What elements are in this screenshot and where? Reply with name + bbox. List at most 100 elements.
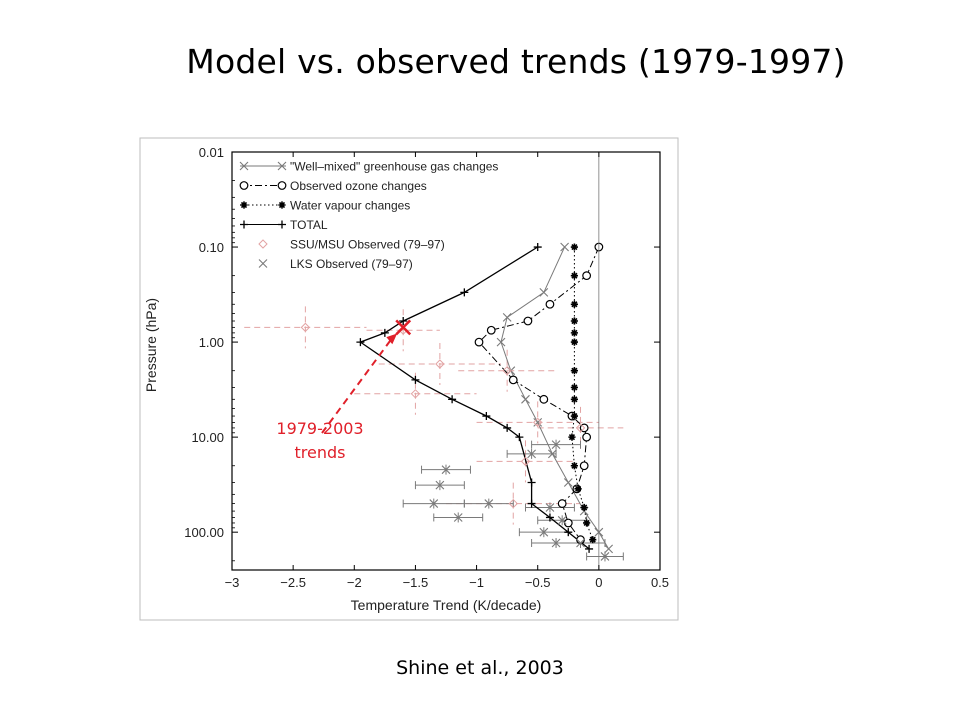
legend-marker-glyph xyxy=(278,201,286,209)
series-4-point-glyph xyxy=(410,389,421,399)
legend-label: Observed ozone changes xyxy=(290,179,427,193)
series-5-point-glyph xyxy=(539,527,549,537)
series-4-point-glyph xyxy=(300,322,311,333)
series-3-point-glyph xyxy=(503,423,512,432)
series-2-point xyxy=(568,433,576,441)
series-1-point xyxy=(539,394,549,404)
series-layer xyxy=(244,246,624,562)
series-2-point xyxy=(570,317,578,325)
series-2-point xyxy=(570,338,578,346)
series-3-point-glyph xyxy=(527,478,536,487)
legend-marker xyxy=(240,201,248,209)
series-0-point-glyph xyxy=(521,394,530,404)
series-5-point-glyph xyxy=(435,480,445,490)
series-1-point xyxy=(486,325,496,335)
series-5-point xyxy=(527,449,536,459)
series-4-point-glyph xyxy=(502,365,512,376)
series-4-point xyxy=(520,456,531,467)
series-2-point xyxy=(570,272,578,280)
x-tick-label: 0 xyxy=(595,575,602,590)
series-5-point xyxy=(441,465,451,475)
series-5-point-glyph xyxy=(484,499,494,508)
series-3-point xyxy=(482,412,491,421)
series-2-point-glyph xyxy=(570,462,578,470)
legend: "Well–mixed" greenhouse gas changes Obser… xyxy=(239,160,498,271)
series-line-1 xyxy=(478,246,600,540)
series-5-point-glyph xyxy=(551,440,561,450)
series-0-point-glyph xyxy=(502,313,512,322)
series-0-point xyxy=(548,449,557,459)
legend-entry: Observed ozone changes xyxy=(239,179,427,193)
series-3-point xyxy=(356,338,365,347)
series-2-point-glyph xyxy=(574,485,582,493)
series-3-point-glyph xyxy=(380,328,389,337)
series-0-point xyxy=(521,394,530,404)
series-2-point-glyph xyxy=(583,519,591,527)
series-0-point xyxy=(539,288,549,297)
legend-marker xyxy=(277,181,287,190)
annotation-arrowhead xyxy=(386,333,398,345)
series-0-point xyxy=(533,418,543,427)
series-3-point xyxy=(411,375,420,384)
x-tick-label: −2.5 xyxy=(280,575,306,590)
series-1-point-glyph xyxy=(539,394,549,404)
legend-entry: Water vapour changes xyxy=(240,199,410,213)
series-4-point xyxy=(575,423,586,433)
series-4-point xyxy=(502,365,512,376)
legend-marker-glyph xyxy=(240,201,248,209)
x-tick-label: −1.5 xyxy=(403,575,429,590)
x-tick-label: 0.5 xyxy=(651,575,669,590)
legend-label: TOTAL xyxy=(290,218,328,232)
legend-marker-glyph xyxy=(258,239,268,249)
series-3-point xyxy=(399,317,408,326)
series-2-point-glyph xyxy=(570,329,578,337)
slide-title: Model vs. observed trends (1979-1997) xyxy=(186,42,846,81)
series-4-point xyxy=(533,417,543,428)
legend-entry: TOTAL xyxy=(240,218,328,232)
series-1-point-glyph xyxy=(579,461,589,471)
series-2-point-glyph xyxy=(570,272,578,280)
series-4-point-glyph xyxy=(520,456,531,467)
series-5-point xyxy=(551,440,561,450)
series-3-point xyxy=(448,395,457,404)
series-0-point-glyph xyxy=(604,544,614,554)
series-3-point xyxy=(380,328,389,337)
series-5-point-glyph xyxy=(557,515,567,525)
series-3-point xyxy=(585,544,594,553)
series-1-point-glyph xyxy=(486,325,496,335)
series-3-point-glyph xyxy=(460,288,469,297)
series-3-point-glyph xyxy=(399,317,408,326)
series-3-point xyxy=(527,478,536,487)
annotation-arrow-line xyxy=(321,338,393,434)
series-0-point xyxy=(502,313,512,322)
legend-marker-glyph xyxy=(277,161,287,171)
series-5-point xyxy=(453,513,463,522)
series-0-point-glyph xyxy=(533,418,543,427)
series-5-point-glyph xyxy=(527,449,536,459)
series-4-point-glyph xyxy=(533,417,543,428)
series-2-point xyxy=(589,536,597,544)
series-3-point xyxy=(545,513,554,522)
series-1-point-glyph xyxy=(582,271,592,281)
legend-marker-glyph xyxy=(278,220,286,229)
series-5-point xyxy=(557,515,567,525)
series-1-point-glyph xyxy=(474,337,484,347)
series-1-point-glyph xyxy=(563,518,573,528)
legend-marker xyxy=(258,259,268,268)
series-1-point-glyph xyxy=(545,299,555,309)
series-2-point xyxy=(570,329,578,337)
series-3-point xyxy=(460,288,469,297)
series-1-point xyxy=(582,271,592,281)
series-1-point-glyph xyxy=(523,316,533,326)
series-4-point xyxy=(508,498,518,509)
series-3-point-glyph xyxy=(448,395,457,404)
series-3-point-glyph xyxy=(527,499,536,508)
series-line-0 xyxy=(500,246,610,550)
series-4-point-glyph xyxy=(575,423,586,433)
series-2-point-glyph xyxy=(570,395,578,403)
series-3-point-glyph xyxy=(515,433,524,442)
x-tick-label: −3 xyxy=(225,575,240,590)
plot-area xyxy=(231,151,661,571)
series-0-point xyxy=(563,478,573,487)
series-1-point xyxy=(523,316,533,326)
